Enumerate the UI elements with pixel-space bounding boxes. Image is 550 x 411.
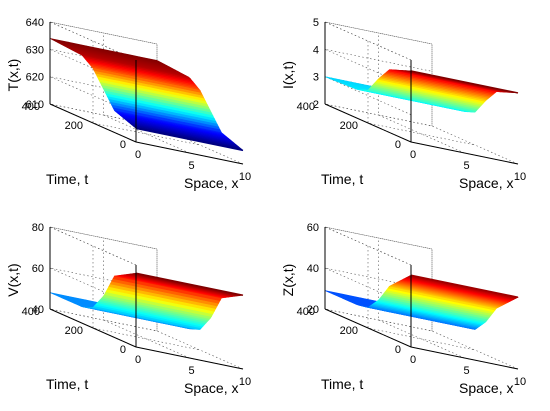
z-axis-label: Z(x,t) (280, 264, 296, 297)
x-tick-label: 0 (410, 149, 416, 161)
z-tick-label: 630 (26, 44, 44, 56)
z-tick-label: 640 (26, 17, 44, 29)
t-tick-label: 400 (22, 101, 40, 113)
z-tick-label: 80 (32, 222, 44, 234)
x-tick-label: 10 (514, 376, 526, 388)
grid-line (431, 44, 519, 165)
t-tick-label: 200 (65, 325, 83, 337)
z-tick-label: 2 (313, 99, 319, 111)
x-tick-label: 0 (410, 354, 416, 366)
axis-line (324, 103, 412, 143)
z-tick-label: 610 (26, 99, 44, 111)
z-axis-label: I(x,t) (280, 61, 296, 89)
x-axis-label: Space, x (184, 175, 238, 191)
surface-edge (135, 127, 244, 152)
axis-line (410, 346, 519, 370)
subplot-1: 610 620 630 640 0 200 400 0 5 10 T(x,t) Time, t Spac… (5, 17, 251, 191)
z-axis-label: V(x,t) (5, 263, 21, 296)
z-tick-label: 40 (32, 304, 44, 316)
z-tick-label: 5 (313, 17, 319, 29)
t-tick-label: 400 (297, 306, 315, 318)
grid-line (431, 249, 519, 370)
x-axis-label: Space, x (184, 380, 238, 396)
t-tick-label: 200 (340, 325, 358, 337)
subplot-4: 20 40 60 0 200 400 0 5 10 Z(x,t) Time, t Space, x (280, 222, 526, 396)
axis-line (324, 308, 412, 348)
surface-edge (410, 70, 519, 94)
t-axis-label: Time, t (321, 376, 363, 392)
t-axis-label: Time, t (321, 171, 363, 187)
axis-line (135, 141, 244, 165)
grid-line (378, 33, 465, 154)
grid-line (156, 249, 244, 370)
surface-edge (410, 274, 519, 298)
subplot-2: 2 3 4 5 0 200 400 0 5 10 I(x,t) Time, t Space, x (280, 17, 526, 191)
z-tick-label: 20 (307, 304, 319, 316)
x-tick-label: 5 (188, 160, 194, 172)
t-tick-label: 0 (395, 344, 401, 356)
t-tick-label: 200 (65, 120, 83, 132)
x-tick-label: 5 (463, 160, 469, 172)
grid-line (378, 238, 465, 359)
x-tick-label: 10 (239, 376, 251, 388)
surface-edge (135, 272, 244, 296)
t-tick-label: 0 (120, 139, 126, 151)
t-tick-label: 400 (22, 306, 40, 318)
t-tick-label: 0 (120, 344, 126, 356)
axis-line (135, 346, 244, 370)
grid-line (103, 238, 190, 359)
x-tick-label: 0 (135, 354, 141, 366)
z-tick-label: 60 (32, 263, 44, 275)
axis-line (49, 308, 137, 348)
z-axis-label: T(x,t) (5, 59, 21, 92)
z-tick-label: 40 (307, 263, 319, 275)
z-tick-label: 3 (313, 72, 319, 84)
axis-line (49, 103, 137, 143)
x-tick-label: 10 (514, 171, 526, 183)
subplot-3: 40 60 80 0 200 400 0 5 10 V(x,t) Time, t Space, x (5, 222, 251, 396)
t-tick-label: 0 (395, 139, 401, 151)
z-tick-label: 60 (307, 222, 319, 234)
t-tick-label: 200 (340, 120, 358, 132)
x-tick-label: 5 (463, 365, 469, 377)
t-tick-label: 400 (297, 101, 315, 113)
z-tick-label: 620 (26, 72, 44, 84)
x-axis-label: Space, x (459, 175, 513, 191)
axis-line (410, 141, 519, 165)
x-tick-label: 0 (135, 149, 141, 161)
x-axis-label: Space, x (459, 380, 513, 396)
z-tick-label: 4 (313, 44, 319, 56)
x-tick-label: 5 (188, 365, 194, 377)
t-axis-label: Time, t (46, 171, 88, 187)
t-axis-label: Time, t (46, 376, 88, 392)
x-tick-label: 10 (239, 171, 251, 183)
